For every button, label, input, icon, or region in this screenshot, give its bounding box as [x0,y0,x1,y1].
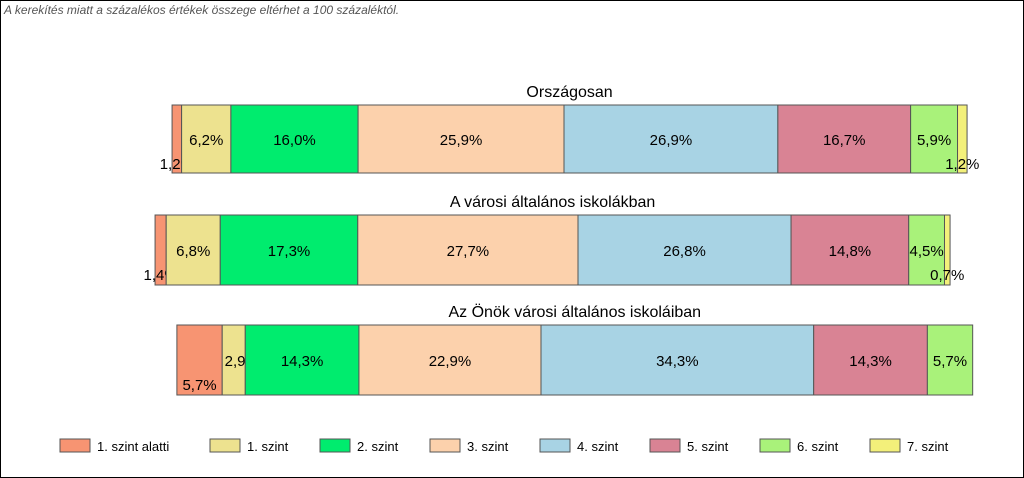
bar-segment [357,214,579,286]
row-title: Országosan [526,84,612,101]
bar-segment [813,324,928,396]
data-label: 14,8% [829,243,872,260]
legend-label: 6. szint [797,439,839,454]
data-label: 5,9% [917,132,951,149]
legend-swatch [59,438,91,453]
bar-segment [957,104,968,174]
bar-segment [790,214,910,286]
bar-segment [358,324,542,396]
legend-swatch [209,438,241,453]
data-label: 5,7% [933,353,967,370]
data-label: 16,0% [273,132,316,149]
legend-label: 7. szint [907,439,949,454]
legend-swatch [869,438,901,453]
data-label: 26,9% [650,132,693,149]
bar-segment [908,214,945,286]
bar-segment [181,104,232,174]
bar-segment [176,324,223,396]
bar-segment [926,324,974,396]
data-label: 14,3% [849,353,892,370]
legend-label: 1. szint [247,439,289,454]
data-label: 4,5% [910,243,944,260]
data-label: 5,7% [182,377,216,394]
legend-label: 1. szint alatti [97,439,169,454]
data-label: 26,8% [663,243,706,260]
legend-label: 3. szint [467,439,509,454]
row-title: Az Önök városi általános iskoláiban [448,303,701,321]
bar-segment [577,214,792,286]
data-label: 14,3% [281,353,324,370]
legend-swatch [649,438,681,453]
bar-segment [943,214,951,286]
row-title: A városi általános iskolákban [450,194,655,211]
data-label: 34,3% [656,353,699,370]
bar-segment [244,324,360,396]
legend-swatch [319,438,351,453]
legend-label: 5. szint [687,439,729,454]
data-label: 16,7% [823,132,866,149]
data-label: 1,2% [945,156,979,173]
legend-label: 4. szint [577,439,619,454]
bar-segment [777,104,912,174]
data-label: 6,2% [189,132,223,149]
rounding-note: A kerekítés miatt a százalékos értékek ö… [4,3,400,17]
bar-segment [910,104,959,174]
legend-swatch [759,438,791,453]
legend-label: 2. szint [357,439,399,454]
data-label: 22,9% [429,353,472,370]
data-label: 27,7% [447,243,490,260]
data-label: 17,3% [268,243,311,260]
bar-segment [219,214,359,286]
data-label: 6,8% [176,243,210,260]
legend-swatch [429,438,461,453]
legend-swatch [539,438,571,453]
bar-segment [357,104,565,174]
bar-segment [540,324,815,396]
data-label: 25,9% [440,132,483,149]
bar-segment [230,104,359,174]
data-label: 0,7% [930,267,964,284]
